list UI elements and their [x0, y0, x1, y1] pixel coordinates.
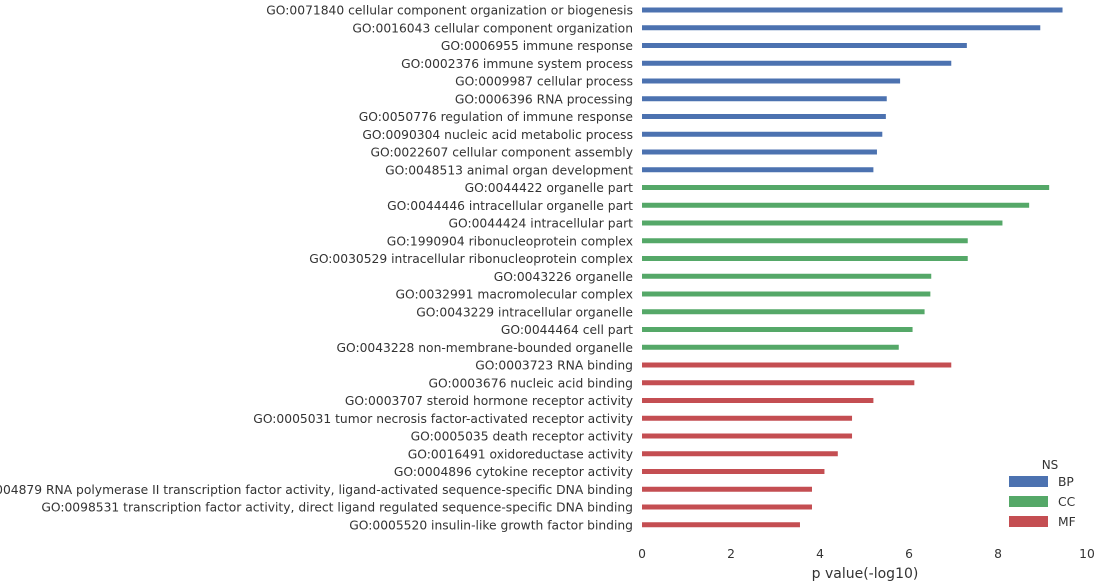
bar-bp — [642, 149, 877, 155]
bar-mf — [642, 380, 915, 386]
y-tick-label: GO:0006396 RNA processing — [455, 92, 633, 106]
bar-mf — [642, 398, 874, 403]
legend-swatch-mf — [1009, 516, 1048, 527]
x-tick-label: 8 — [994, 547, 1002, 561]
bar-mf — [642, 415, 853, 421]
y-tick-label: GO:0004896 cytokine receptor activity — [394, 465, 633, 479]
y-tick-labels: GO:0071840 cellular component organizati… — [0, 4, 633, 533]
bar-mf — [642, 362, 952, 368]
y-tick-label: GO:0009987 cellular process — [455, 75, 633, 89]
legend-label-cc: CC — [1058, 495, 1075, 509]
legend: NS BP CC MF — [1009, 458, 1076, 529]
bar-bp — [642, 25, 1041, 31]
legend-swatch-bp — [1009, 476, 1048, 487]
bar-bp — [642, 7, 1063, 13]
x-tick-label: 6 — [905, 547, 913, 561]
bars-group — [642, 7, 1063, 528]
bar-mf — [642, 504, 812, 510]
y-tick-label: GO:0043229 intracellular organelle — [416, 305, 633, 319]
legend-swatch-cc — [1009, 496, 1048, 507]
y-tick-label: GO:0071840 cellular component organizati… — [266, 4, 633, 18]
bar-mf — [642, 522, 800, 528]
x-tick-label: 4 — [816, 547, 824, 561]
y-tick-label: GO:0004879 RNA polymerase II transcripti… — [0, 483, 633, 497]
x-tick-label: 0 — [638, 547, 646, 561]
bar-bp — [642, 167, 874, 173]
y-tick-label: GO:0032991 macromolecular complex — [396, 288, 633, 302]
bar-bp — [642, 60, 952, 66]
bar-bp — [642, 131, 883, 137]
legend-label-bp: BP — [1058, 475, 1074, 489]
y-tick-label: GO:0030529 intracellular ribonucleoprote… — [309, 252, 633, 266]
y-tick-label: GO:0022607 cellular component assembly — [370, 146, 633, 160]
y-tick-label: GO:0044424 intracellular part — [448, 217, 633, 231]
x-tick-label: 10 — [1079, 547, 1095, 561]
y-tick-label: GO:0098531 transcription factor activity… — [41, 501, 633, 515]
y-tick-label: GO:0043226 organelle — [494, 270, 633, 284]
y-tick-label: GO:0050776 regulation of immune response — [359, 110, 633, 124]
y-tick-label: GO:0003707 steroid hormone receptor acti… — [345, 394, 633, 408]
y-tick-label: GO:0016491 oxidoreductase activity — [408, 447, 633, 461]
bar-cc — [642, 220, 1003, 226]
bar-bp — [642, 78, 901, 84]
y-tick-label: GO:0006955 immune response — [441, 39, 633, 53]
y-tick-label: GO:0005031 tumor necrosis factor-activat… — [253, 412, 633, 426]
y-tick-label: GO:0005035 death receptor activity — [411, 430, 633, 444]
bar-cc — [642, 327, 913, 332]
bar-mf — [642, 451, 838, 457]
bar-cc — [642, 238, 968, 244]
bar-cc — [642, 291, 931, 297]
bar-cc — [642, 202, 1030, 208]
y-tick-label: GO:0003723 RNA binding — [475, 359, 633, 373]
y-tick-label: GO:0016043 cellular component organizati… — [352, 21, 633, 35]
x-tick-label: 2 — [727, 547, 735, 561]
bar-cc — [642, 273, 932, 279]
bar-cc — [642, 185, 1050, 190]
bar-mf — [642, 486, 812, 492]
y-tick-label: GO:0044464 cell part — [501, 323, 633, 337]
bar-mf — [642, 433, 853, 439]
y-tick-label: GO:0002376 immune system process — [401, 57, 633, 71]
legend-title: NS — [1042, 458, 1059, 472]
x-axis-ticks: 0 2 4 6 8 10 — [638, 547, 1095, 561]
y-tick-label: GO:0005520 insulin-like growth factor bi… — [349, 518, 633, 532]
y-tick-label: GO:0043228 non-membrane-bounded organell… — [336, 341, 633, 355]
bar-bp — [642, 43, 967, 48]
bar-cc — [642, 309, 925, 315]
bar-cc — [642, 256, 968, 261]
y-tick-label: GO:0044446 intracellular organelle part — [387, 199, 633, 213]
bar-bp — [642, 114, 886, 119]
y-tick-label: GO:0003676 nucleic acid binding — [429, 376, 634, 390]
bar-mf — [642, 469, 825, 474]
y-tick-label: GO:0090304 nucleic acid metabolic proces… — [362, 128, 633, 142]
y-tick-label: GO:0044422 organelle part — [465, 181, 634, 195]
bar-bp — [642, 96, 887, 102]
y-tick-label: GO:0048513 animal organ development — [385, 163, 633, 177]
x-axis-label: p value(-log10) — [812, 566, 919, 582]
y-tick-label: GO:1990904 ribonucleoprotein complex — [387, 234, 633, 248]
legend-label-mf: MF — [1058, 515, 1076, 529]
bar-cc — [642, 344, 899, 350]
